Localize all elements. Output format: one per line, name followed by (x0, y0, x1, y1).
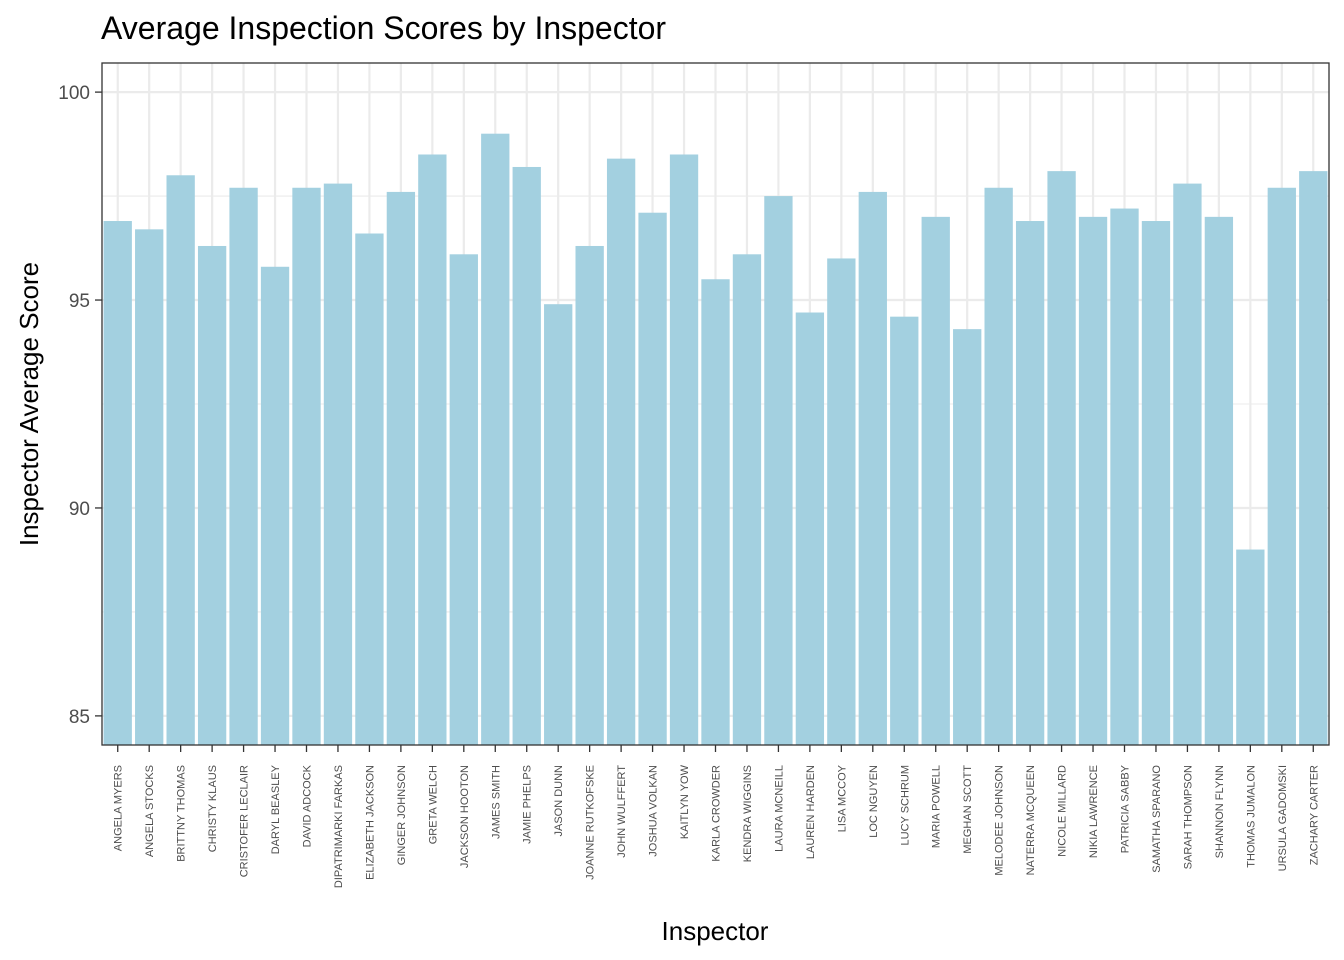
bar-kaitlyn-yow (669, 154, 699, 746)
x-tick-label: URSULA GADOMSKI (1277, 765, 1289, 871)
bar-shannon-flynn (1204, 216, 1234, 746)
y-tick-label: 95 (69, 291, 90, 312)
bar-nikia-lawrence (1078, 216, 1108, 746)
bar-david-adcock (292, 187, 321, 745)
bar-ursula-gadomski (1267, 187, 1296, 745)
x-tick-label: JASON DUNN (553, 765, 565, 837)
y-tick-label: 90 (69, 499, 90, 520)
bar-lauren-harden (795, 312, 825, 745)
x-tick-label: ELIZABETH JACKSON (364, 765, 376, 880)
x-tick-label: KENDRA WIGGINS (742, 765, 754, 862)
bar-thomas-jumalon (1236, 549, 1265, 745)
bar-james-smith (481, 133, 510, 745)
x-tick-label: CRISTOFER LECLAIR (239, 765, 251, 877)
bar-kendra-wiggins (732, 254, 762, 746)
x-tick-label: JACKSON HOOTON (459, 765, 471, 868)
x-tick-label: JOANNE RUTKOFSKE (585, 765, 597, 880)
bar-meghan-scott (953, 329, 982, 745)
bar-joshua-volkan (638, 212, 667, 745)
x-tick-label: JAMES SMITH (490, 765, 502, 839)
bar-john-wulffert (606, 158, 636, 745)
x-tick-label: ANGELA STOCKS (144, 765, 156, 857)
bar-lucy-schrum (890, 316, 919, 745)
x-tick-label: DIPATRIMARKI FARKAS (333, 765, 345, 888)
y-axis-title: Inspector Average Score (14, 262, 44, 546)
bar-jackson-hooton (449, 254, 478, 746)
chart-title: Average Inspection Scores by Inspector (101, 10, 666, 46)
bar-angela-myers (103, 221, 132, 745)
x-tick-label: DARYL BEASLEY (270, 764, 282, 854)
x-tick-label: PATRICIA SABBY (1120, 764, 1132, 853)
x-tick-label: LAUREN HARDEN (805, 765, 817, 859)
x-tick-label: KAITLYN YOW (679, 764, 691, 839)
bar-maria-powell (921, 216, 950, 746)
x-tick-label: MEGHAN SCOTT (962, 765, 974, 854)
x-tick-label: NICOLE MILLARD (1057, 765, 1069, 857)
bar-patricia-sabby (1110, 208, 1139, 746)
bar-karla-crowder (701, 279, 730, 745)
x-tick-label: KARLA CROWDER (711, 765, 723, 862)
x-tick-label: SHANNON FLYNN (1214, 765, 1226, 858)
bar-naterra-mcqueen (1015, 221, 1045, 745)
x-tick-label: GRETA WELCH (427, 765, 439, 844)
bar-daryl-beasley (260, 266, 290, 745)
bar-ginger-johnson (386, 191, 416, 746)
x-tick-label: THOMAS JUMALON (1245, 765, 1257, 868)
bar-sarah-thompson (1173, 183, 1202, 746)
x-tick-label: JAMIE PHELPS (522, 765, 534, 844)
bars (103, 133, 1328, 746)
x-tick-label: LISA MCCOY (836, 764, 848, 832)
x-tick-label: LAURA MCNEILL (773, 765, 785, 852)
x-tick-label: JOSHUA VOLKAN (648, 765, 660, 857)
x-tick-label: ZACHARY CARTER (1308, 765, 1320, 865)
x-tick-label: NATERRA MCQUEEN (1025, 765, 1037, 875)
bar-zachary-carter (1299, 171, 1328, 745)
x-tick-label: SAMATHA SPARANO (1151, 765, 1163, 873)
bar-joanne-rutkofske (575, 245, 604, 745)
bar-loc-nguyen (858, 191, 887, 746)
x-tick-label: JOHN WULFFERT (616, 765, 628, 858)
bar-jason-dunn (544, 304, 573, 745)
bar-elizabeth-jackson (355, 233, 384, 745)
x-tick-label: MELODEE JOHNSON (994, 765, 1006, 876)
x-tick-label: SARAH THOMPSON (1182, 765, 1194, 869)
y-axis-ticks: 85 90 95 100 (58, 83, 102, 728)
x-tick-label: BRITTNY THOMAS (176, 765, 188, 862)
bar-laura-mcneill (764, 196, 793, 745)
bar-melodee-johnson (984, 187, 1013, 745)
x-tick-label: MARIA POWELL (931, 765, 943, 848)
bar-brittny-thomas (166, 175, 195, 745)
bar-jamie-phelps (512, 166, 541, 746)
x-tick-label: NIKIA LAWRENCE (1088, 765, 1100, 858)
x-tick-label: ANGELA MYERS (113, 765, 125, 851)
x-tick-label: DAVID ADCOCK (302, 764, 314, 847)
y-tick-label: 100 (58, 83, 90, 104)
bar-dipatrimarki-farkas (323, 183, 353, 746)
x-tick-label: GINGER JOHNSON (396, 765, 408, 865)
x-tick-label: LOC NGUYEN (868, 765, 880, 838)
bar-samatha-sparano (1141, 221, 1171, 745)
x-tick-label: CHRISTY KLAUS (207, 765, 219, 852)
bar-greta-welch (418, 154, 447, 746)
bar-angela-stocks (135, 229, 164, 746)
bar-cristofer-leclair (229, 187, 258, 745)
bar-lisa-mccoy (827, 258, 856, 745)
x-axis-title: Inspector (662, 916, 769, 946)
bar-nicole-millard (1047, 171, 1076, 745)
bar-christy-klaus (197, 245, 227, 745)
y-tick-label: 85 (69, 707, 90, 728)
x-axis-ticks: ANGELA MYERS ANGELA STOCKS BRITTNY THOMAS C… (113, 745, 1320, 888)
x-tick-label: LUCY SCHRUM (899, 765, 911, 845)
